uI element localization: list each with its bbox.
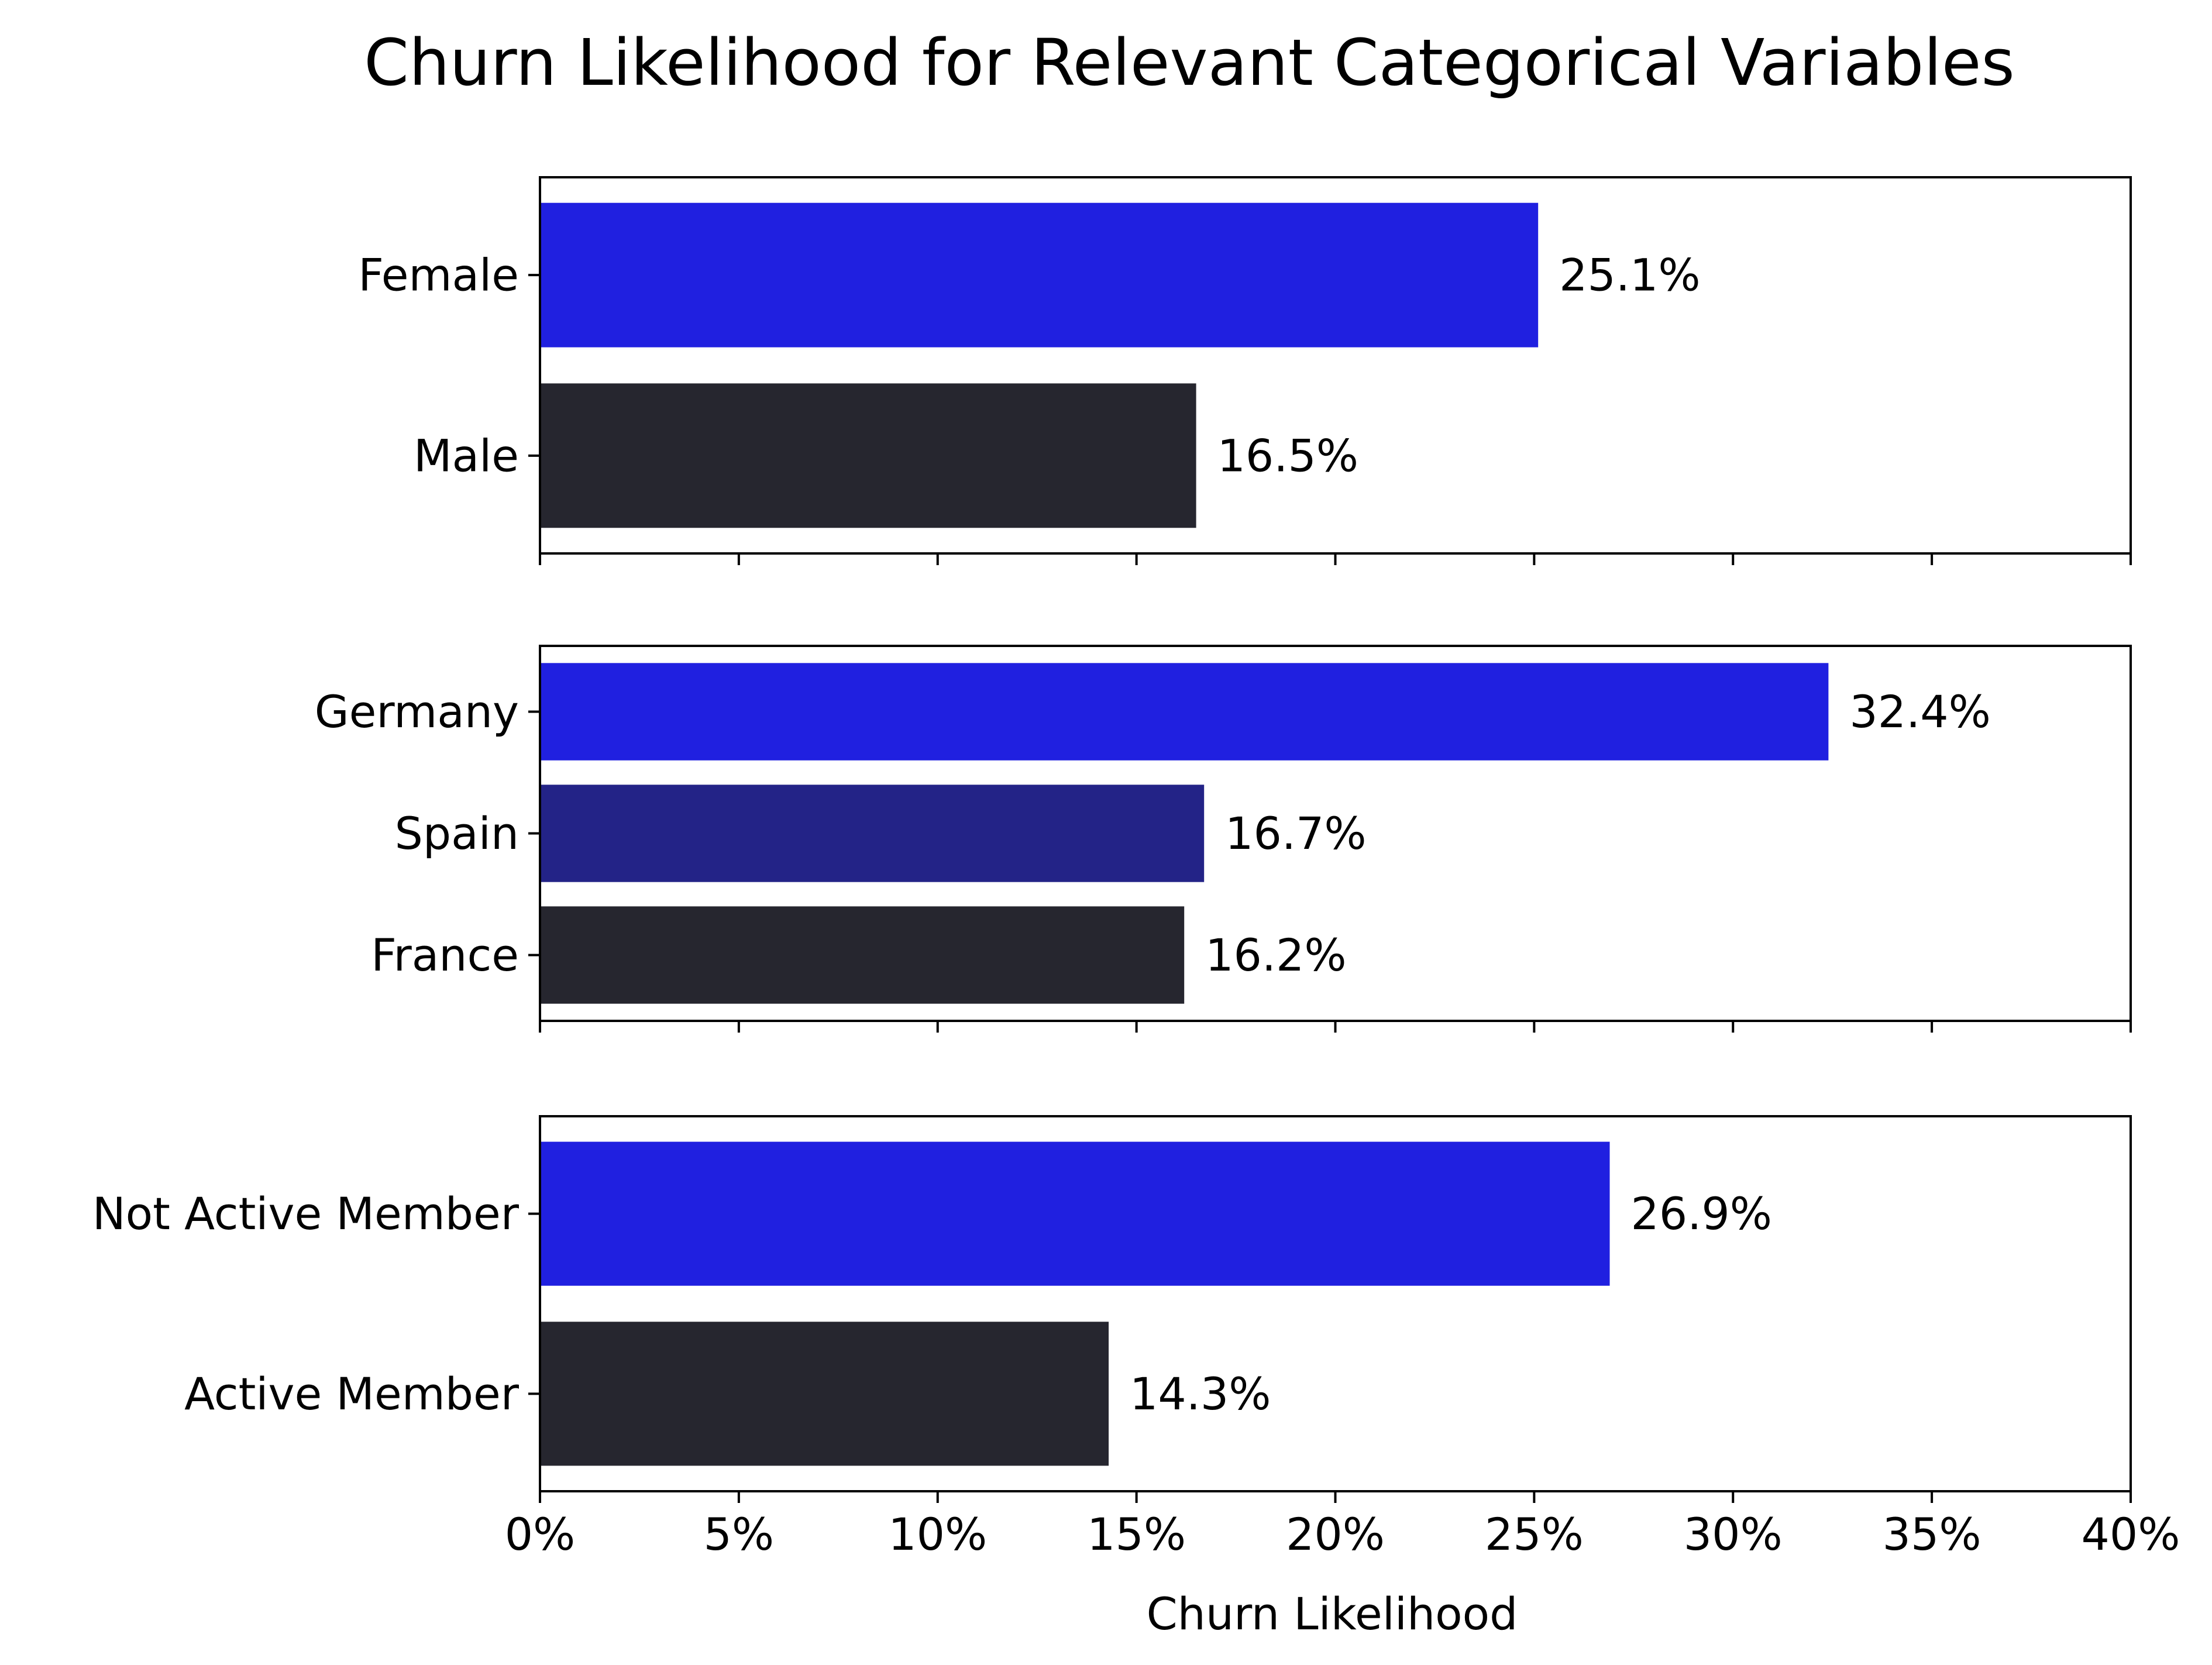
x-tick-label: 0% (505, 1508, 576, 1560)
y-tick-label: France (371, 929, 519, 981)
x-tick-label: 40% (2082, 1508, 2180, 1560)
x-tick-label: 20% (1286, 1508, 1385, 1560)
data-label: 25.1% (1559, 249, 1700, 301)
chart-title: Churn Likelihood for Relevant Categorica… (364, 25, 2015, 100)
y-tick-label: Active Member (184, 1368, 520, 1420)
bar (540, 1141, 1610, 1286)
x-tick-label: 15% (1087, 1508, 1186, 1560)
x-tick-label: 25% (1485, 1508, 1584, 1560)
x-tick-label: 5% (704, 1508, 775, 1560)
data-label: 32.4% (1849, 686, 1990, 738)
panel-3: Not Active Member 26.9% Active Member 14.3% (92, 1115, 2132, 1503)
data-label: 16.2% (1205, 929, 1346, 981)
chart-panels: Female 25.1% Male 16.5% Germany 32.4% Spain 16.… (92, 176, 2132, 1503)
y-tick-label: Not Active Member (92, 1188, 520, 1240)
x-tick-label: 30% (1684, 1508, 1783, 1560)
panel-2: Germany 32.4% Spain 16.7% France 16.2% (315, 645, 2132, 1033)
data-label: 26.9% (1631, 1188, 1772, 1240)
data-label: 16.5% (1217, 429, 1358, 481)
x-tick-label: 35% (1883, 1508, 1981, 1560)
data-label: 16.7% (1225, 807, 1366, 859)
bar (540, 383, 1196, 528)
y-tick-label: Spain (395, 807, 519, 859)
y-tick-label: Male (414, 429, 519, 481)
bar (540, 906, 1185, 1004)
bar (540, 1322, 1109, 1466)
x-axis-label: Churn Likelihood (1147, 1588, 1518, 1640)
x-axis: 0% 5% 10% 15% 20% 25% 30% 35% 40% (505, 1508, 2180, 1560)
bar (540, 785, 1205, 882)
bar (540, 202, 1539, 348)
bar (540, 663, 1829, 761)
data-label: 14.3% (1130, 1368, 1271, 1420)
panel-1: Female 25.1% Male 16.5% (358, 176, 2132, 565)
y-tick-label: Female (358, 249, 519, 301)
y-tick-label: Germany (315, 686, 519, 738)
x-tick-label: 10% (888, 1508, 987, 1560)
